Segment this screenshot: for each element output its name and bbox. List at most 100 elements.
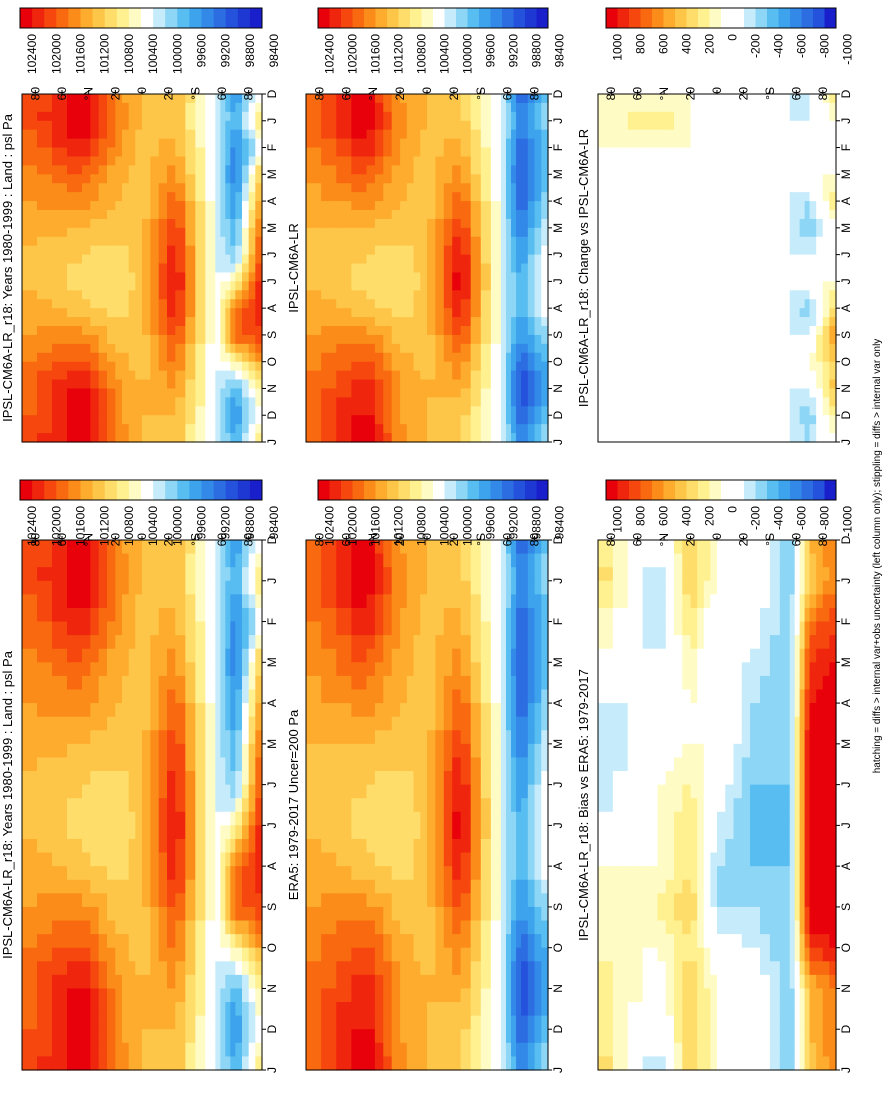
heat-cell (82, 567, 91, 582)
heat-cell (490, 852, 502, 867)
heat-cell (175, 299, 186, 309)
heat-cell (306, 988, 322, 1003)
heat-cell (413, 567, 421, 582)
heat-cell (490, 906, 502, 922)
heat-cell (351, 129, 368, 140)
heat-cell (230, 183, 236, 193)
heat-cell (452, 893, 462, 908)
heat-cell (505, 988, 512, 1003)
heat-cell (383, 281, 393, 291)
heat-cell (413, 1042, 421, 1058)
heat-cell (215, 1029, 221, 1044)
heat-cell (400, 947, 408, 962)
heat-cell (248, 540, 256, 555)
heat-cell (255, 94, 263, 104)
heat-cell (413, 811, 421, 826)
heat-cell (816, 553, 824, 568)
heat-cell (306, 236, 322, 247)
heat-cell (135, 192, 143, 202)
heat-cell (383, 111, 393, 122)
heat-cell (406, 281, 415, 291)
heat-cell (400, 974, 408, 990)
heat-cell (135, 607, 143, 623)
heat-cell (107, 607, 116, 623)
heat-cell (135, 798, 143, 813)
heat-cell (480, 607, 492, 623)
heat-cell (697, 567, 705, 582)
heat-cell (306, 102, 322, 113)
heat-cell (351, 192, 368, 202)
heat-cell (22, 893, 38, 908)
heat-cell (22, 129, 38, 140)
heat-cell (215, 730, 221, 745)
heat-cell (612, 730, 629, 745)
heat-cell (427, 675, 436, 691)
heat-cell (527, 540, 536, 555)
heat-cell (804, 906, 811, 922)
heat-cell (52, 920, 68, 935)
heat-cell (215, 343, 221, 354)
heat-cell (37, 771, 53, 786)
heat-cell (242, 379, 250, 390)
heat-cell (235, 165, 243, 175)
heat-cell (336, 272, 352, 282)
heat-cell (480, 798, 492, 813)
heat-cell (769, 621, 781, 636)
heat-cell (167, 703, 176, 718)
heat-cell (242, 594, 250, 609)
heat-cell (374, 192, 384, 202)
heat-cell (809, 635, 817, 650)
heat-cell (480, 961, 492, 976)
heat-cell (235, 120, 243, 131)
heat-cell (336, 934, 352, 949)
heat-cell (90, 798, 100, 813)
heat-cell (215, 254, 221, 265)
heat-cell (52, 553, 68, 568)
heat-cell (804, 757, 811, 772)
heat-cell (733, 567, 743, 582)
heat-cell (710, 567, 718, 582)
heat-cell (242, 94, 250, 104)
heat-cell (400, 165, 408, 175)
heat-cell (391, 165, 401, 175)
heat-cell (406, 811, 415, 826)
heat-cell (741, 594, 751, 609)
heat-cell (142, 934, 151, 949)
heat-cell (674, 703, 683, 718)
heat-cell (67, 227, 83, 238)
heat-cell (725, 730, 735, 745)
heat-cell (37, 743, 53, 759)
heat-cell (167, 218, 176, 229)
heat-cell (242, 988, 250, 1003)
heat-cell (98, 961, 108, 976)
heat-cell (351, 424, 368, 434)
heat-cell (511, 703, 517, 718)
heat-cell (500, 662, 507, 677)
heat-cell (158, 183, 168, 193)
heat-cell (135, 988, 143, 1003)
heat-cell (175, 129, 186, 140)
heat-cell (794, 906, 801, 922)
heat-cell (400, 102, 408, 113)
heat-cell (52, 397, 68, 407)
heat-cell (122, 675, 130, 691)
heat-cell (255, 594, 263, 609)
heat-cell (789, 988, 796, 1003)
heat-cell (406, 771, 415, 786)
heat-cell (505, 607, 512, 623)
heat-cell (406, 415, 415, 425)
heat-cell (22, 621, 38, 636)
heat-cell (516, 621, 522, 636)
heat-cell (717, 974, 726, 990)
heat-cell (598, 784, 614, 799)
heat-cell (413, 379, 421, 390)
heat-cell (122, 218, 130, 229)
heat-cell (142, 415, 151, 425)
heat-cell (185, 165, 196, 175)
month-tick-label: D (551, 1025, 565, 1034)
heat-cell (150, 227, 160, 238)
heat-cell (158, 308, 168, 318)
heat-cell (598, 920, 614, 935)
heat-cell (612, 1002, 629, 1017)
heat-cell (383, 540, 393, 555)
